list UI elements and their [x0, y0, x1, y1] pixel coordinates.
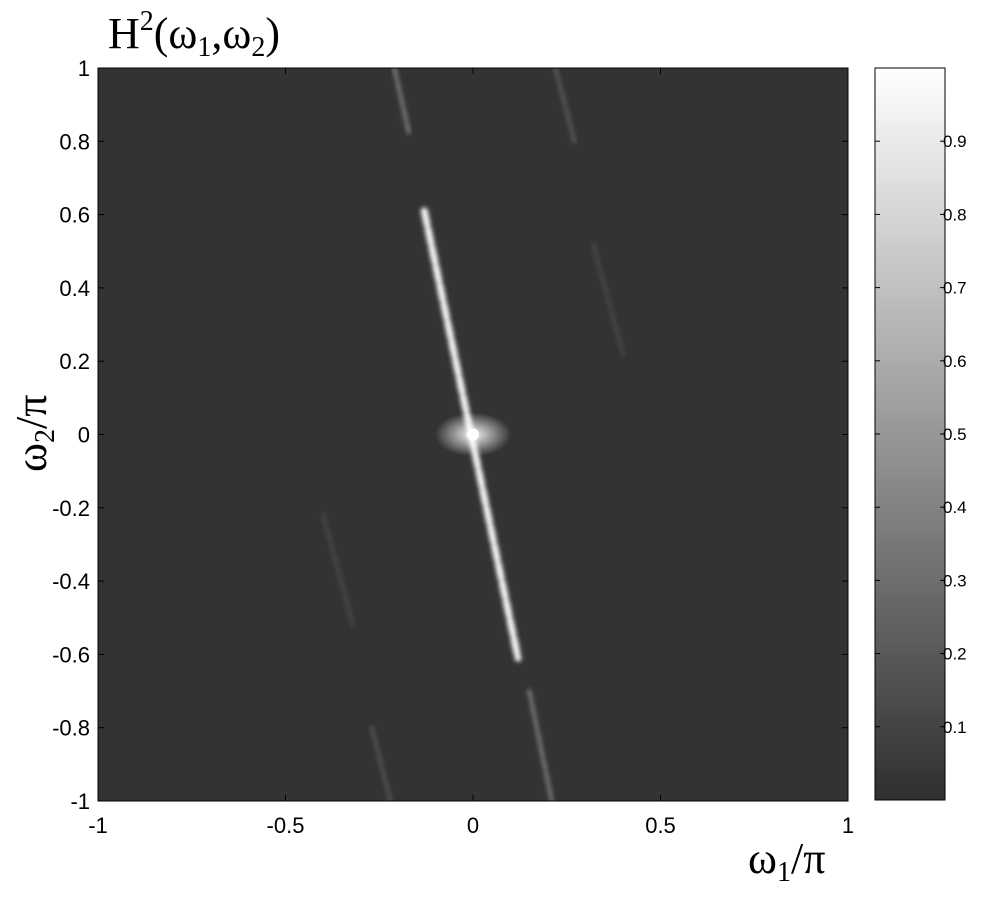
heatmap-alias-ridge-bottom: [527, 689, 554, 801]
colorbar-tick-label: 0.8: [943, 205, 967, 224]
y-tick-label: -0.2: [52, 496, 90, 521]
x-axis-label: ω1/π: [748, 834, 825, 888]
x-tick-label: -0.5: [267, 813, 305, 838]
y-tick-label: -1: [70, 789, 90, 814]
colorbar-tick-label: 0.6: [943, 352, 967, 371]
colorbar-tick-label: 0.9: [943, 132, 967, 151]
x-tick-label: 0: [467, 813, 479, 838]
y-tick-label: 1: [78, 56, 90, 81]
y-axis-ticks: 1 0.8 0.6 0.4 0.2 0 -0.2 -0.4 -0.6 -0.8 -1: [52, 56, 848, 814]
colorbar-tick-label: 0.3: [943, 571, 967, 590]
y-tick-label: 0.8: [59, 129, 90, 154]
heatmap-faint-ridge-left: [321, 513, 355, 628]
heatmap-alias-ridge-top-left: [392, 68, 412, 136]
chart-title: H2(ω1,ω2): [108, 6, 280, 63]
heatmap-alias-ridge-top-right: [553, 68, 577, 144]
heatmap-alias-ridge-bottom-left: [369, 725, 393, 801]
colorbar-tick-label: 0.2: [943, 645, 967, 664]
y-tick-label: -0.6: [52, 642, 90, 667]
y-tick-label: -0.8: [52, 716, 90, 741]
x-axis-ticks: -1 -0.5 0 0.5 1: [88, 68, 854, 838]
colorbar-tick-label: 0.7: [943, 279, 967, 298]
y-tick-label: 0.2: [59, 349, 90, 374]
heatmap-center-core: [467, 428, 479, 441]
y-tick-label: 0: [78, 423, 90, 448]
y-axis-label: ω2/π: [7, 395, 61, 472]
colorbar-tick-label: 0.4: [943, 498, 967, 517]
heatmap-faint-ridge-right: [591, 241, 625, 356]
colorbar: [874, 67, 946, 801]
y-tick-label: 0.4: [59, 276, 90, 301]
heatmap-features: [213, 68, 733, 801]
colorbar-ticks: 0.9 0.8 0.7 0.6 0.5 0.4 0.3 0.2 0.1: [875, 132, 967, 737]
x-tick-label: 0.5: [645, 813, 676, 838]
colorbar-tick-label: 0.1: [943, 718, 967, 737]
y-tick-label: 0.6: [59, 203, 90, 228]
colorbar-tick-label: 0.5: [943, 425, 967, 444]
x-tick-label: 1: [842, 813, 854, 838]
x-tick-label: -1: [88, 813, 108, 838]
y-tick-label: -0.4: [52, 569, 90, 594]
